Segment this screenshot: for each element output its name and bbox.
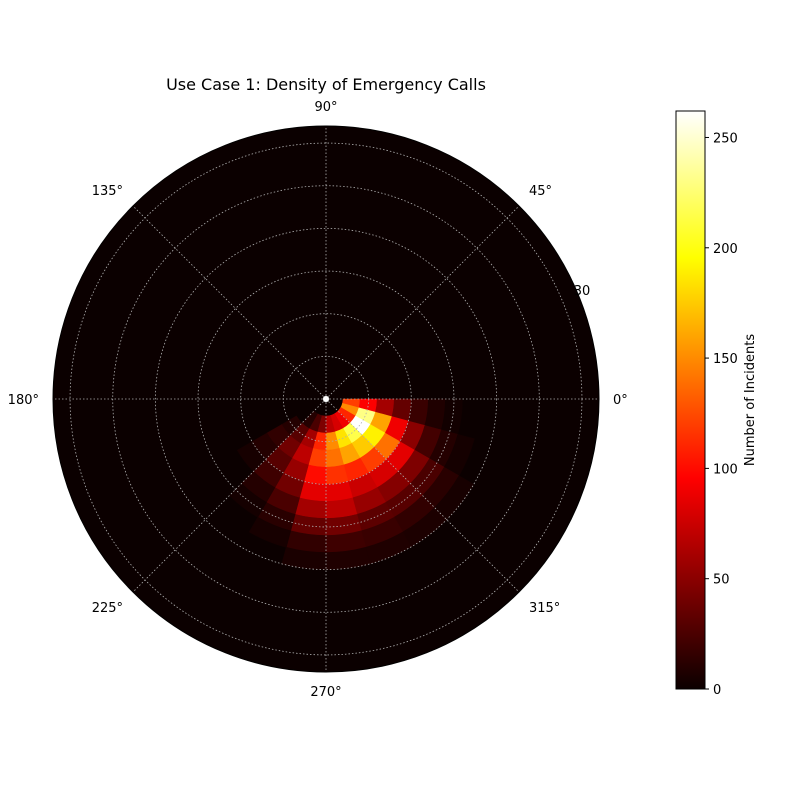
radial-gridline [197, 270, 455, 528]
angle-tick-label: 180° [8, 393, 39, 408]
angle-tick-label: 45° [529, 184, 552, 199]
angular-gridline [325, 205, 520, 400]
colorbar-ticks: 0 50 100 150 200 250 [705, 131, 738, 698]
angle-tick-label: 135° [92, 184, 123, 199]
colorbar-tick-label: 200 [713, 242, 738, 257]
polar-frame [52, 125, 600, 673]
chart-title: Use Case 1: Density of Emergency Calls [166, 75, 486, 94]
radial-tick-label: 30 [574, 284, 591, 299]
polar-origin-marker [322, 395, 330, 403]
radial-gridline [154, 227, 498, 571]
angular-gridline [132, 398, 327, 593]
colorbar-tick-label: 150 [713, 352, 738, 367]
angle-tick-label: 90° [314, 100, 337, 115]
colorbar-tick-label: 0 [713, 683, 721, 698]
colorbar-tick-label: 250 [713, 131, 738, 146]
colorbar-tick-label: 100 [713, 462, 738, 477]
colorbar: 0 50 100 150 200 250 Number of Incidents [675, 110, 758, 698]
angle-tick-label: 0° [613, 393, 628, 408]
angle-tick-labels: 0° 45° 90° 135° 180° 225° 270° 315° [8, 100, 628, 700]
polar-grid [53, 126, 599, 672]
angular-gridline [325, 398, 520, 593]
colorbar-gradient [675, 110, 706, 690]
angle-tick-label: 315° [529, 601, 560, 616]
angular-gridline [132, 205, 327, 400]
colorbar-tick-label: 50 [713, 573, 730, 588]
heatmap-cell [248, 516, 292, 548]
radial-gridline [112, 185, 540, 613]
polar-plot-area: 0° 45° 90° 135° 180° 225° 270° 315° 30 [8, 100, 628, 700]
heatmap-cell [443, 433, 475, 477]
colorbar-label: Number of Incidents [743, 334, 758, 466]
angle-tick-label: 225° [92, 601, 123, 616]
angle-tick-label: 270° [310, 685, 341, 700]
heatmap-cell [434, 475, 475, 521]
